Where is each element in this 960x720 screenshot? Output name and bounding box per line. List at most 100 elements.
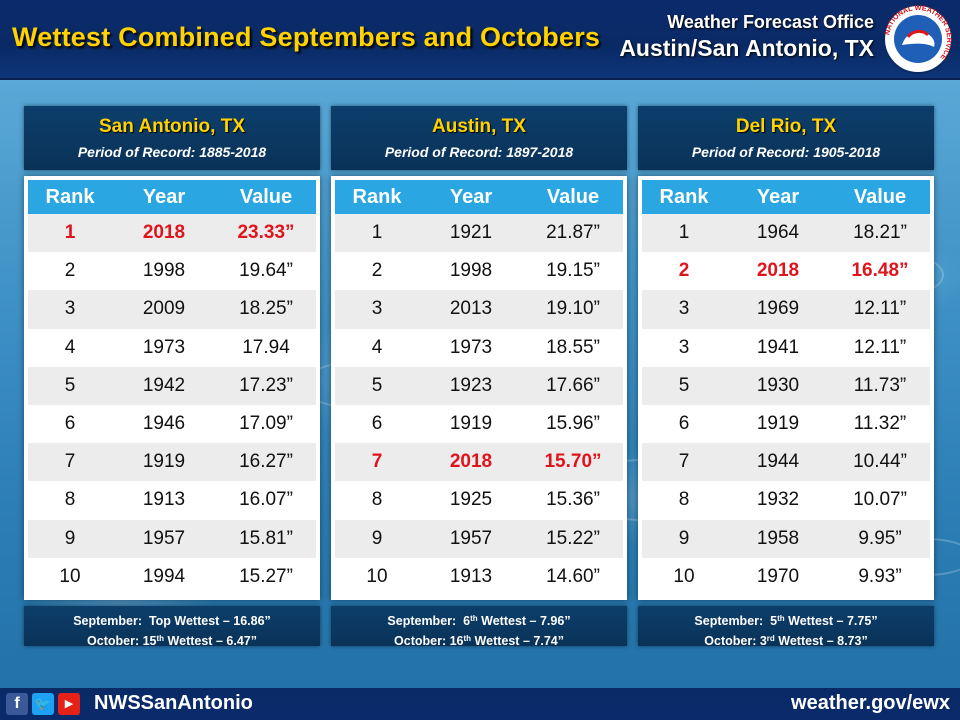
year-cell: 1946 [142, 413, 186, 435]
year-cell: 1925 [449, 489, 493, 511]
rank-cell: 2 [678, 260, 690, 282]
september-rank-suffix: th [777, 614, 785, 623]
rank-cell: 1 [64, 222, 76, 244]
period-of-record: Period of Record: 1905-2018 [691, 144, 881, 160]
rank-cell: 9 [371, 527, 383, 549]
rank-cell: 2 [371, 260, 383, 282]
table-row: 2 1998 19.64” [28, 252, 316, 291]
dash: – [215, 634, 223, 648]
table-row: 7 1919 16.27” [28, 443, 316, 482]
year-cell: 1919 [142, 451, 186, 473]
year-cell: 1944 [756, 451, 800, 473]
value-cell: 11.73” [853, 374, 907, 396]
table-header-row: Rank Year Value [28, 180, 316, 214]
september-rank-line: September: Top Wettest – 16.86” [24, 610, 320, 630]
table-row: 5 1942 17.23” [28, 366, 316, 405]
september-value: 7.96” [539, 614, 571, 628]
station-header: Austin, TX Period of Record: 1897-2018 [331, 106, 627, 170]
rank-cell: 10 [366, 565, 388, 587]
rankings-table: Rank Year Value 1 1921 21.87” 2 1998 19.15” 3 2013… [331, 176, 627, 600]
rank-cell: 1 [678, 222, 690, 244]
station-name: Del Rio, TX [735, 116, 837, 137]
value-cell: 10.44” [853, 451, 907, 473]
youtube-icon[interactable]: ▶ [58, 693, 80, 715]
column-header-year: Year [142, 185, 186, 208]
table-header-row: Rank Year Value [642, 180, 930, 214]
rank-cell: 3 [678, 298, 690, 320]
rank-cell: 6 [371, 413, 383, 435]
rank-cell: 9 [64, 527, 76, 549]
table-row: 5 1930 11.73” [642, 366, 930, 405]
october-rank: 3 [759, 634, 767, 648]
october-rank: 15 [142, 634, 157, 648]
rank-cell: 3 [64, 298, 76, 320]
table-header-row: Rank Year Value [335, 180, 623, 214]
year-cell: 1994 [142, 565, 186, 587]
october-value: 8.73” [837, 634, 868, 648]
october-rank-suffix: th [463, 634, 472, 643]
value-cell: 10.07” [853, 489, 907, 511]
dash: – [826, 634, 834, 648]
table-row: 7 2018 15.70” [335, 443, 623, 482]
rank-cell: 3 [371, 298, 383, 320]
dash: – [522, 634, 530, 648]
september-value: 16.86” [233, 614, 271, 628]
value-cell: 12.11” [853, 336, 907, 358]
table-row: 1 2018 23.33” [28, 214, 316, 253]
social-handle[interactable]: NWSSanAntonio [94, 692, 253, 714]
table-row: 4 1973 17.94 [28, 328, 316, 367]
value-cell: 15.96” [546, 413, 600, 435]
year-cell: 1932 [756, 489, 800, 511]
value-cell: 18.55” [546, 336, 600, 358]
rank-cell: 2 [64, 260, 76, 282]
year-cell: 2009 [142, 298, 186, 320]
year-cell: 1919 [756, 413, 800, 435]
september-rank-line: September: 5th Wettest – 7.75” [638, 610, 934, 630]
rank-cell: 8 [64, 489, 76, 511]
value-cell: 15.36” [546, 489, 600, 511]
year-cell: 1970 [756, 565, 800, 587]
column-header-year: Year [756, 185, 800, 208]
footer-bar: f 🐦 ▶ NWSSanAntonio weather.gov/ewx [0, 688, 960, 720]
rankings-table: Rank Year Value 1 1964 18.21” 2 2018 16.48” 3 1969… [638, 176, 934, 600]
year-cell: 1958 [756, 527, 800, 549]
column-header-rank: Rank [45, 185, 95, 208]
value-cell: 16.48” [851, 260, 909, 282]
october-rank-suffix: th [156, 634, 165, 643]
website-link[interactable]: weather.gov/ewx [791, 692, 950, 714]
office-name: Weather Forecast Office [667, 12, 874, 32]
table-row: 3 2009 18.25” [28, 290, 316, 329]
table-row: 3 2013 19.10” [335, 290, 623, 329]
year-cell: 2018 [142, 222, 186, 244]
value-cell: 16.27” [239, 451, 293, 473]
column-header-value: Value [853, 185, 907, 208]
table-row: 8 1913 16.07” [28, 481, 316, 520]
dash: – [222, 614, 230, 628]
october-value: 6.47” [226, 634, 257, 648]
september-value: 7.75” [846, 614, 878, 628]
september-wettest-word: Wettest [788, 614, 834, 628]
table-row: 10 1970 9.93” [642, 557, 930, 596]
period-of-record: Period of Record: 1897-2018 [384, 144, 574, 160]
table-row: 3 1941 12.11” [642, 328, 930, 367]
table-row: 8 1932 10.07” [642, 481, 930, 520]
twitter-icon[interactable]: 🐦 [32, 693, 54, 715]
rank-cell: 7 [678, 451, 690, 473]
september-rank: 5 [770, 614, 778, 628]
table-row: 1 1921 21.87” [335, 214, 623, 253]
value-cell: 18.21” [853, 222, 907, 244]
year-cell: 2013 [449, 298, 493, 320]
year-cell: 1957 [449, 527, 493, 549]
value-cell: 14.60” [546, 565, 600, 587]
rank-cell: 6 [678, 413, 690, 435]
year-cell: 1969 [756, 298, 800, 320]
table-row: 4 1973 18.55” [335, 328, 623, 367]
facebook-icon[interactable]: f [6, 693, 28, 715]
value-cell: 21.87” [546, 222, 600, 244]
dash: – [836, 614, 844, 628]
value-cell: 17.23” [239, 374, 293, 396]
header-bar: Wettest Combined Septembers and Octobers… [0, 0, 960, 80]
october-value: 7.74” [533, 634, 564, 648]
september-label: September: [387, 614, 457, 628]
station-panel: Austin, TX Period of Record: 1897-2018 Ran… [331, 106, 627, 648]
